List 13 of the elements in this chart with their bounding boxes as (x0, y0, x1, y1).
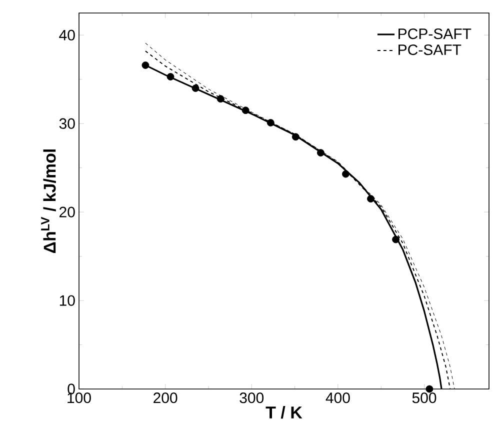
y-tick-label: 10 (60, 295, 75, 306)
legend-label: PC-SAFT (398, 44, 462, 56)
y-tick-label: 40 (59, 30, 75, 40)
x-tick-label: 100 (68, 392, 91, 404)
x-tick-label: 200 (154, 392, 178, 404)
y-tick-label: 30 (59, 118, 75, 129)
y-tick-label: 20 (60, 206, 75, 218)
x-axis-title: T / K (266, 406, 302, 419)
x-tick-label: 400 (326, 392, 350, 404)
y-axis-title: Δh$^{LV}$ / kJ/mol (41, 150, 56, 254)
x-tick-label: 300 (240, 392, 264, 404)
x-tick-label: 500 (412, 392, 436, 404)
legend-label: PCP-SAFT (398, 28, 472, 40)
